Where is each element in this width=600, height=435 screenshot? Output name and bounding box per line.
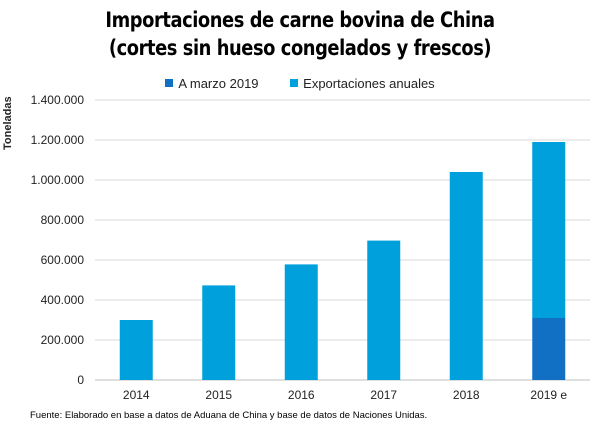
bar-exportaciones	[449, 172, 483, 380]
x-tick-label: 2017	[370, 388, 397, 402]
y-tick-label: 0	[77, 373, 84, 387]
legend-label: A marzo 2019	[178, 75, 259, 91]
source-note: Fuente: Elaborado en base a datos de Adu…	[30, 410, 428, 421]
legend-swatch	[165, 79, 174, 87]
x-tick-label: 2019 e	[530, 388, 567, 402]
legend-swatch	[290, 79, 299, 87]
y-tick-label: 800.000	[41, 213, 85, 227]
bar-exportaciones	[367, 240, 401, 380]
legend: A marzo 2019 Exportaciones anuales	[0, 75, 600, 91]
legend-item-exportaciones: Exportaciones anuales	[290, 76, 435, 91]
x-tick-label: 2018	[453, 388, 480, 402]
y-tick-label: 1.200.000	[31, 133, 85, 147]
bar-exportaciones	[532, 142, 566, 318]
chart-subtitle: (cortes sin hueso congelados y frescos)	[108, 36, 492, 60]
x-tick-label: 2016	[288, 388, 315, 402]
legend-item-a-marzo: A marzo 2019	[165, 75, 259, 91]
y-tick-label: 1.000.000	[31, 173, 85, 187]
y-tick-label: 1.400.000	[31, 93, 85, 107]
y-tick-label: 200.000	[41, 333, 85, 347]
bar-a-marzo	[532, 318, 566, 380]
y-tick-label: 400.000	[41, 293, 85, 307]
legend-label: Exportaciones anuales	[303, 75, 435, 91]
bar-exportaciones	[284, 264, 318, 380]
x-tick-label: 2015	[205, 388, 232, 402]
chart-title: Importaciones de carne bovina de China	[105, 8, 495, 32]
y-tick-label: 600.000	[41, 253, 85, 267]
bar-exportaciones	[119, 320, 153, 380]
bar-exportaciones	[202, 285, 236, 380]
x-tick-label: 2014	[123, 388, 150, 402]
